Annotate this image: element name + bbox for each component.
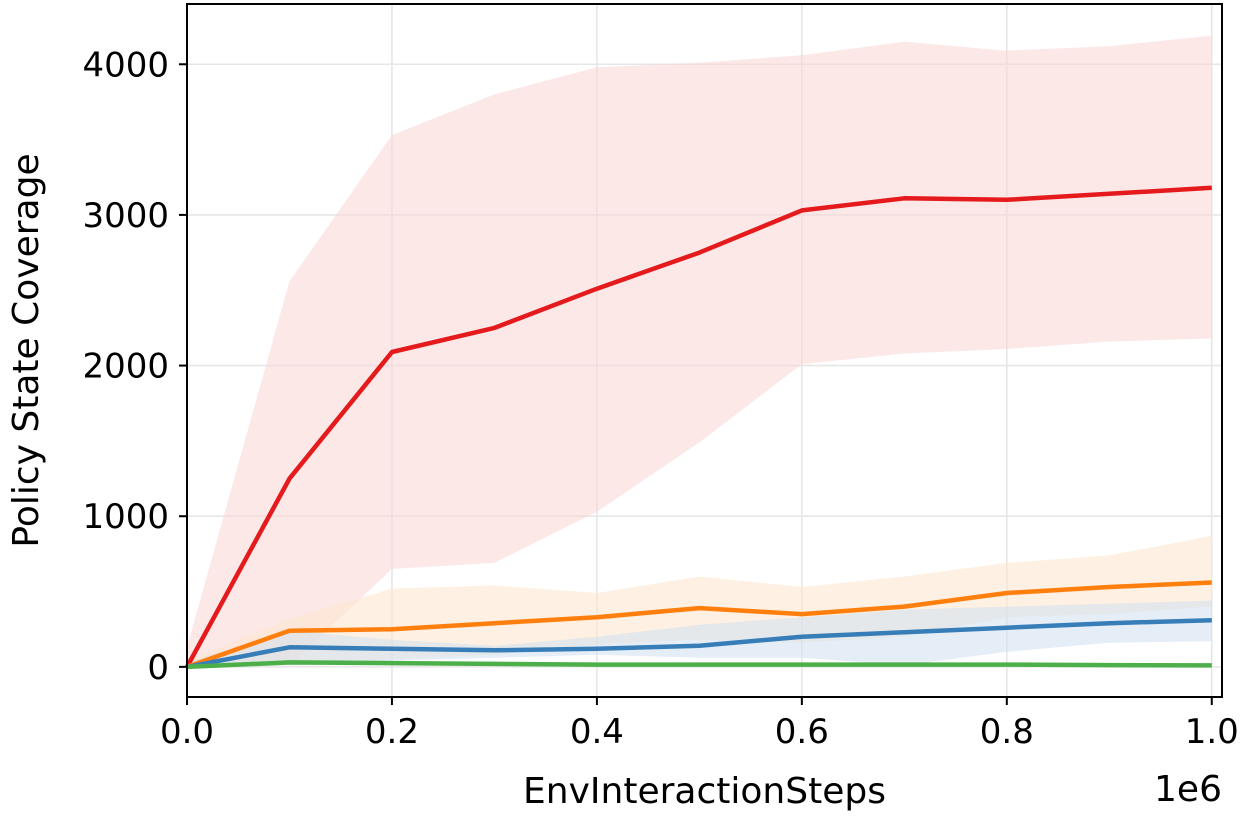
x-tick-label: 1.0 — [1185, 712, 1239, 752]
x-axis-offset-text: 1e6 — [1154, 769, 1222, 810]
confidence-bands — [187, 35, 1212, 667]
y-tick-label: 3000 — [82, 196, 169, 236]
series-3-line — [186, 617, 1212, 670]
series-1-band — [187, 35, 1212, 667]
y-tick-label: 4000 — [82, 45, 169, 85]
series-2-line — [186, 580, 1212, 670]
y-tick-label: 1000 — [82, 497, 169, 537]
series-4-line — [186, 660, 1212, 670]
axis-ticks: 0.0 0.2 0.4 0.6 0.8 1.0 0 1000 2000 3000 4000 — [82, 45, 1238, 752]
series-1-line — [185, 185, 1212, 668]
y-tick-label: 2000 — [82, 347, 169, 387]
x-axis-label: EnvInteractionSteps — [523, 771, 886, 812]
series-2-band — [187, 535, 1212, 667]
x-tick-label: 0.2 — [365, 712, 419, 752]
x-tick-label: 0.0 — [160, 712, 214, 752]
y-axis-label: Policy State Coverage — [6, 153, 47, 547]
plot-area-frame — [186, 3, 1223, 698]
x-tick-label: 0.4 — [570, 712, 624, 752]
x-tick-label: 0.6 — [775, 712, 829, 752]
y-tick-label: 0 — [147, 648, 169, 688]
x-tick-label: 0.8 — [980, 712, 1034, 752]
series-lines — [185, 185, 1212, 670]
